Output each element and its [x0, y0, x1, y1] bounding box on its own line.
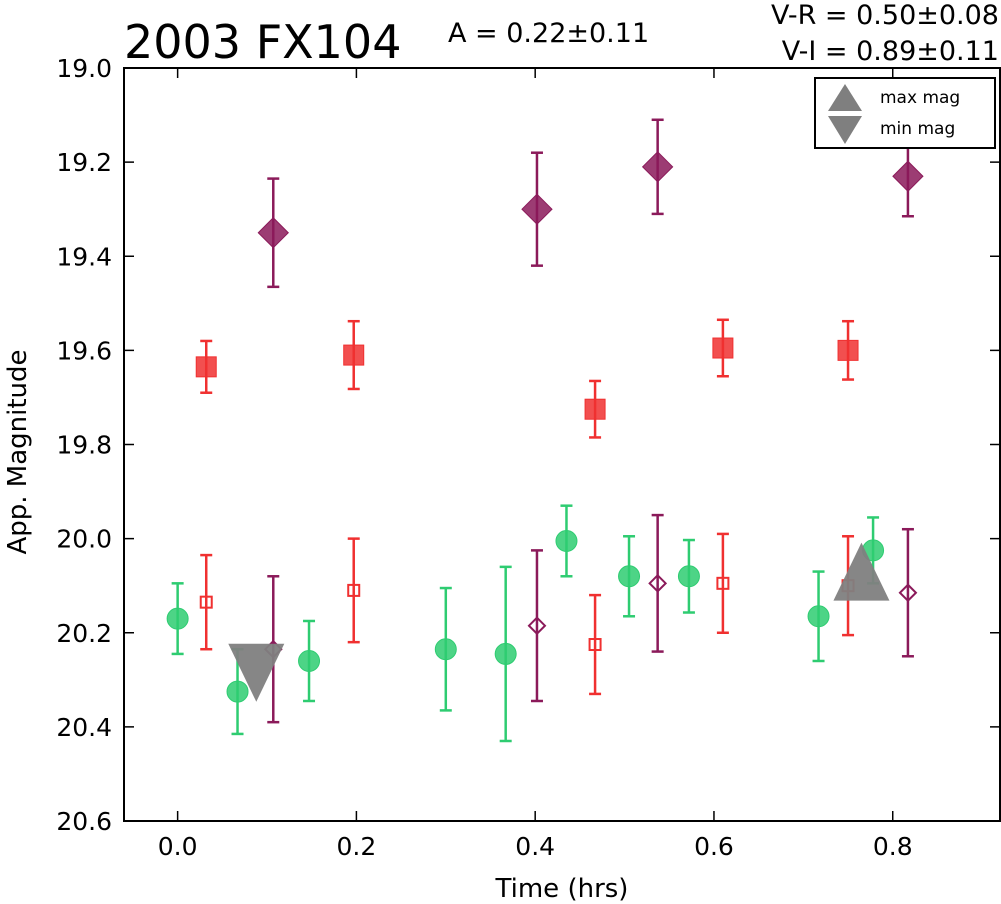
plot-frame: [123, 67, 1001, 822]
data-point-circle: [555, 529, 578, 552]
data-point-circle: [166, 607, 189, 630]
y-tick-label: 19.6: [56, 336, 112, 365]
data-point-open-diamond: [898, 583, 918, 603]
min-mag-marker: [228, 643, 285, 702]
max-mag-legend-marker: [828, 84, 862, 111]
y-axis-label: App. Magnitude: [3, 349, 33, 554]
data-point-open-square: [347, 583, 361, 597]
chart-title: 2003 FX104: [124, 15, 401, 69]
data-layer: [166, 118, 924, 743]
data-point-circle: [298, 649, 321, 672]
data-point-diamond: [892, 160, 924, 192]
y-tick-label: 19.8: [56, 431, 112, 460]
x-tick-label: 0.6: [694, 832, 734, 861]
y-tick-label: 19.0: [56, 54, 112, 83]
min-mag-legend-marker: [828, 116, 862, 144]
y-tick-label: 20.2: [56, 619, 112, 648]
data-point-circle: [494, 642, 517, 665]
x-axis-label: Time (hrs): [495, 874, 629, 904]
data-point-square: [343, 344, 365, 366]
data-point-circle: [677, 565, 700, 588]
data-point-circle: [434, 638, 457, 661]
amplitude-annotation: A = 0.22±0.11: [448, 18, 649, 49]
max-mag-marker: [833, 542, 890, 601]
data-point-open-square: [588, 638, 602, 652]
x-tick-label: 0.2: [337, 832, 377, 861]
data-point-diamond: [257, 217, 289, 249]
data-point-square: [837, 339, 859, 361]
data-point-diamond: [521, 193, 553, 225]
data-point-diamond: [641, 151, 674, 183]
data-point-square: [584, 398, 606, 420]
data-point-open-diamond: [648, 573, 668, 593]
data-point-circle: [807, 605, 830, 628]
x-tick-label: 0.4: [515, 832, 555, 861]
y-tick-label: 19.4: [56, 242, 112, 271]
v-i-annotation: V-I = 0.89±0.11: [782, 36, 999, 67]
data-point-circle: [618, 565, 641, 588]
legend-label-max: max mag: [880, 88, 960, 108]
y-tick-label: 20.0: [56, 525, 112, 554]
data-point-circle: [226, 680, 249, 703]
data-point-square: [712, 337, 734, 359]
x-tick-label: 0.8: [873, 832, 913, 861]
data-point-open-square: [199, 595, 213, 609]
y-tick-label: 20.6: [56, 807, 112, 836]
x-tick-label: 0.0: [158, 832, 198, 861]
y-tick-label: 19.2: [56, 148, 112, 177]
legend-label-min: min mag: [880, 119, 955, 139]
data-point-open-diamond: [527, 616, 547, 636]
y-tick-label: 20.4: [56, 713, 112, 742]
data-point-square: [195, 356, 217, 378]
legend: max mag min mag: [814, 77, 996, 149]
data-point-open-square: [716, 576, 730, 590]
v-r-annotation: V-R = 0.50±0.08: [771, 0, 999, 31]
axis-ticks: 0.0 0.2 0.4 0.6 0.8 19.0 19.2 19.4 19.6 19.8 20.0 2…: [56, 54, 1000, 861]
